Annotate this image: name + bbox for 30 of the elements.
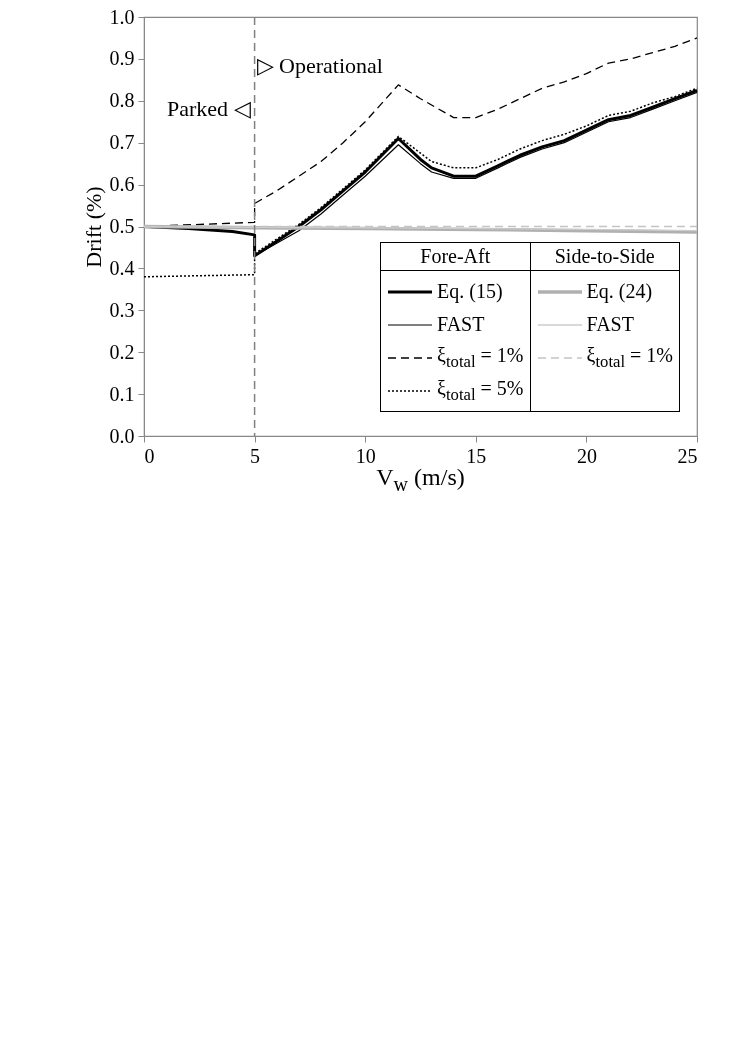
y-tick-label: 0.7 — [109, 131, 135, 154]
y-tick-label: 0.8 — [109, 89, 135, 112]
x-tick-label: 15 — [466, 444, 487, 467]
legend-label: Eq. (24) — [586, 280, 653, 303]
legend-label: FAST — [437, 313, 485, 336]
x-tick-label: 5 — [250, 444, 261, 467]
y-axis-title: Drift (%) — [80, 186, 106, 268]
y-tick-label: 0.4 — [109, 256, 135, 279]
y-tick-label: 0.9 — [109, 47, 135, 70]
x-tick-label: 0 — [144, 444, 155, 467]
x-tick-label: 10 — [355, 444, 376, 467]
y-tick-label: 0.3 — [109, 298, 135, 321]
legend-label: Eq. (15) — [437, 280, 503, 303]
y-tick-label: 0.6 — [109, 173, 135, 196]
annotation: Parked ◁ — [167, 96, 251, 122]
legend-label: ξ$_{total}$ = 1% — [586, 343, 673, 372]
annotation: Side-to-Side — [530, 242, 680, 271]
legend-label: FAST — [586, 313, 634, 336]
x-tick-label: 20 — [576, 444, 597, 467]
y-tick-label: 1.0 — [109, 5, 135, 28]
x-tick-label: 25 — [677, 444, 698, 467]
y-tick-label: 0.0 — [109, 424, 135, 447]
y-tick-label: 0.1 — [109, 382, 135, 405]
legend-label: ξ$_{total}$ = 5% — [437, 376, 524, 405]
y-tick-label: 0.2 — [109, 340, 135, 363]
annotation: Fore-Aft — [380, 242, 531, 271]
x-axis-title: V$_{w}$ (m/s) — [376, 464, 465, 496]
y-tick-label: 0.5 — [109, 215, 135, 237]
legend-label: ξ$_{total}$ = 1% — [437, 343, 524, 372]
annotation: ▷ Operational — [256, 53, 383, 79]
